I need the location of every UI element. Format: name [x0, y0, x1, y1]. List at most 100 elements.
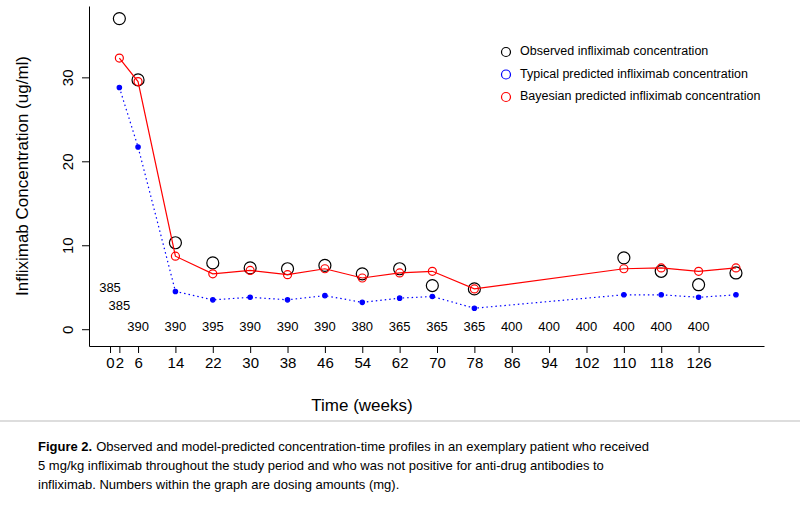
- y-tick: 0: [59, 326, 89, 334]
- x-tick: 70: [429, 346, 446, 371]
- legend-label: Typical predicted infliximab concentrati…: [520, 67, 748, 81]
- caption-line: 5 mg/kg infliximab throughout the study …: [38, 458, 604, 473]
- legend-marker: [502, 48, 511, 57]
- dose-label: 390: [127, 319, 149, 334]
- y-tick-mark: [82, 329, 89, 330]
- series-point: [426, 280, 438, 292]
- x-tick-label: 22: [205, 354, 222, 371]
- x-tick-label: 6: [134, 354, 142, 371]
- x-tick-mark: [288, 346, 289, 353]
- x-tick-mark: [138, 346, 139, 353]
- dose-label: 400: [688, 319, 710, 334]
- legend-label: Observed infliximab concentration: [520, 44, 708, 58]
- x-tick: 110: [612, 346, 636, 371]
- dose-label: 365: [426, 319, 448, 334]
- x-tick-label: 30: [242, 354, 259, 371]
- x-tick: 86: [504, 346, 521, 371]
- caption-text: Observed and model-predicted concentrati…: [96, 439, 649, 454]
- caption-rule: [0, 421, 800, 422]
- x-tick-mark: [175, 346, 176, 353]
- plot-area: [113, 13, 742, 311]
- x-tick: 14: [168, 346, 185, 371]
- x-tick-mark: [362, 346, 363, 353]
- series-point: [620, 265, 628, 273]
- series-point: [136, 145, 140, 149]
- x-tick-label: 62: [392, 354, 409, 371]
- y-tick-label: 10: [59, 237, 76, 254]
- y-tick-mark: [82, 77, 89, 78]
- annotations: 3853853903903953903903903803653653654004…: [99, 280, 709, 334]
- chart: 0261422303846546270788694102110118126010…: [0, 0, 800, 505]
- x-tick-label: 94: [541, 354, 558, 371]
- x-tick-mark: [549, 346, 550, 353]
- x-tick: 102: [574, 346, 599, 371]
- series-point: [693, 279, 705, 291]
- y-tick: 10: [59, 237, 89, 254]
- dose-label: 400: [501, 319, 523, 334]
- x-tick-label: 14: [168, 354, 185, 371]
- x-tick: 30: [242, 346, 259, 371]
- series-point: [323, 293, 327, 297]
- dose-label: 365: [389, 319, 411, 334]
- y-tick-mark: [82, 161, 89, 162]
- x-tick-label: 110: [612, 354, 636, 371]
- dose-label: 390: [239, 319, 261, 334]
- series-point: [428, 267, 436, 275]
- series-point: [358, 274, 366, 282]
- dose-label: 380: [351, 319, 373, 334]
- x-tick: 78: [467, 346, 484, 371]
- dose-label: 400: [576, 319, 598, 334]
- y-axis: 0102030: [59, 7, 90, 347]
- y-tick-label: 0: [59, 326, 76, 334]
- series-point: [734, 293, 738, 297]
- series-point: [244, 262, 256, 274]
- y-tick-label: 30: [59, 70, 76, 87]
- series-point: [113, 13, 125, 25]
- series-point: [360, 300, 364, 304]
- x-axis-line: [90, 346, 765, 347]
- x-tick-mark: [325, 346, 326, 353]
- series-point: [618, 252, 630, 264]
- x-tick-label: 70: [429, 354, 446, 371]
- dose-label: 385: [109, 298, 131, 313]
- x-axis-title: Time (weeks): [311, 396, 412, 415]
- y-tick: 30: [59, 70, 89, 87]
- series-line: [119, 87, 736, 308]
- legend-label: Bayesian predicted infliximab concentrat…: [520, 89, 760, 103]
- series-point: [117, 85, 121, 89]
- dose-label: 400: [538, 319, 560, 334]
- x-tick: 62: [392, 346, 409, 371]
- legend-marker: [502, 70, 511, 79]
- x-tick-mark: [110, 346, 111, 353]
- x-tick-mark: [250, 346, 251, 353]
- x-tick: 0: [106, 346, 114, 371]
- x-tick: 94: [541, 346, 558, 371]
- x-tick-mark: [699, 346, 700, 353]
- x-tick-label: 118: [650, 354, 674, 371]
- x-tick: 54: [354, 346, 371, 371]
- x-tick-label: 86: [504, 354, 521, 371]
- x-tick-label: 46: [317, 354, 334, 371]
- series-point: [397, 296, 401, 300]
- dose-label: 365: [464, 319, 486, 334]
- caption-line: infliximab. Numbers within the graph are…: [38, 477, 399, 492]
- x-tick-mark: [213, 346, 214, 353]
- series-point: [248, 295, 252, 299]
- series-point: [470, 285, 478, 293]
- series-point: [695, 267, 703, 275]
- caption-line: Figure 2.Observed and model-predicted co…: [38, 439, 649, 454]
- x-tick-mark: [474, 346, 475, 353]
- series-point: [430, 294, 434, 298]
- x-tick-label: 102: [574, 354, 599, 371]
- x-tick-mark: [512, 346, 513, 353]
- series-point: [396, 269, 404, 277]
- series-point: [696, 295, 700, 299]
- series-point: [732, 264, 740, 272]
- x-tick-mark: [624, 346, 625, 353]
- x-axis: 0261422303846546270788694102110118126: [90, 346, 765, 371]
- dose-label: 390: [314, 319, 336, 334]
- x-tick: 2: [116, 346, 124, 371]
- dose-label: 390: [165, 319, 187, 334]
- x-tick-mark: [586, 346, 587, 353]
- series-point: [284, 271, 292, 279]
